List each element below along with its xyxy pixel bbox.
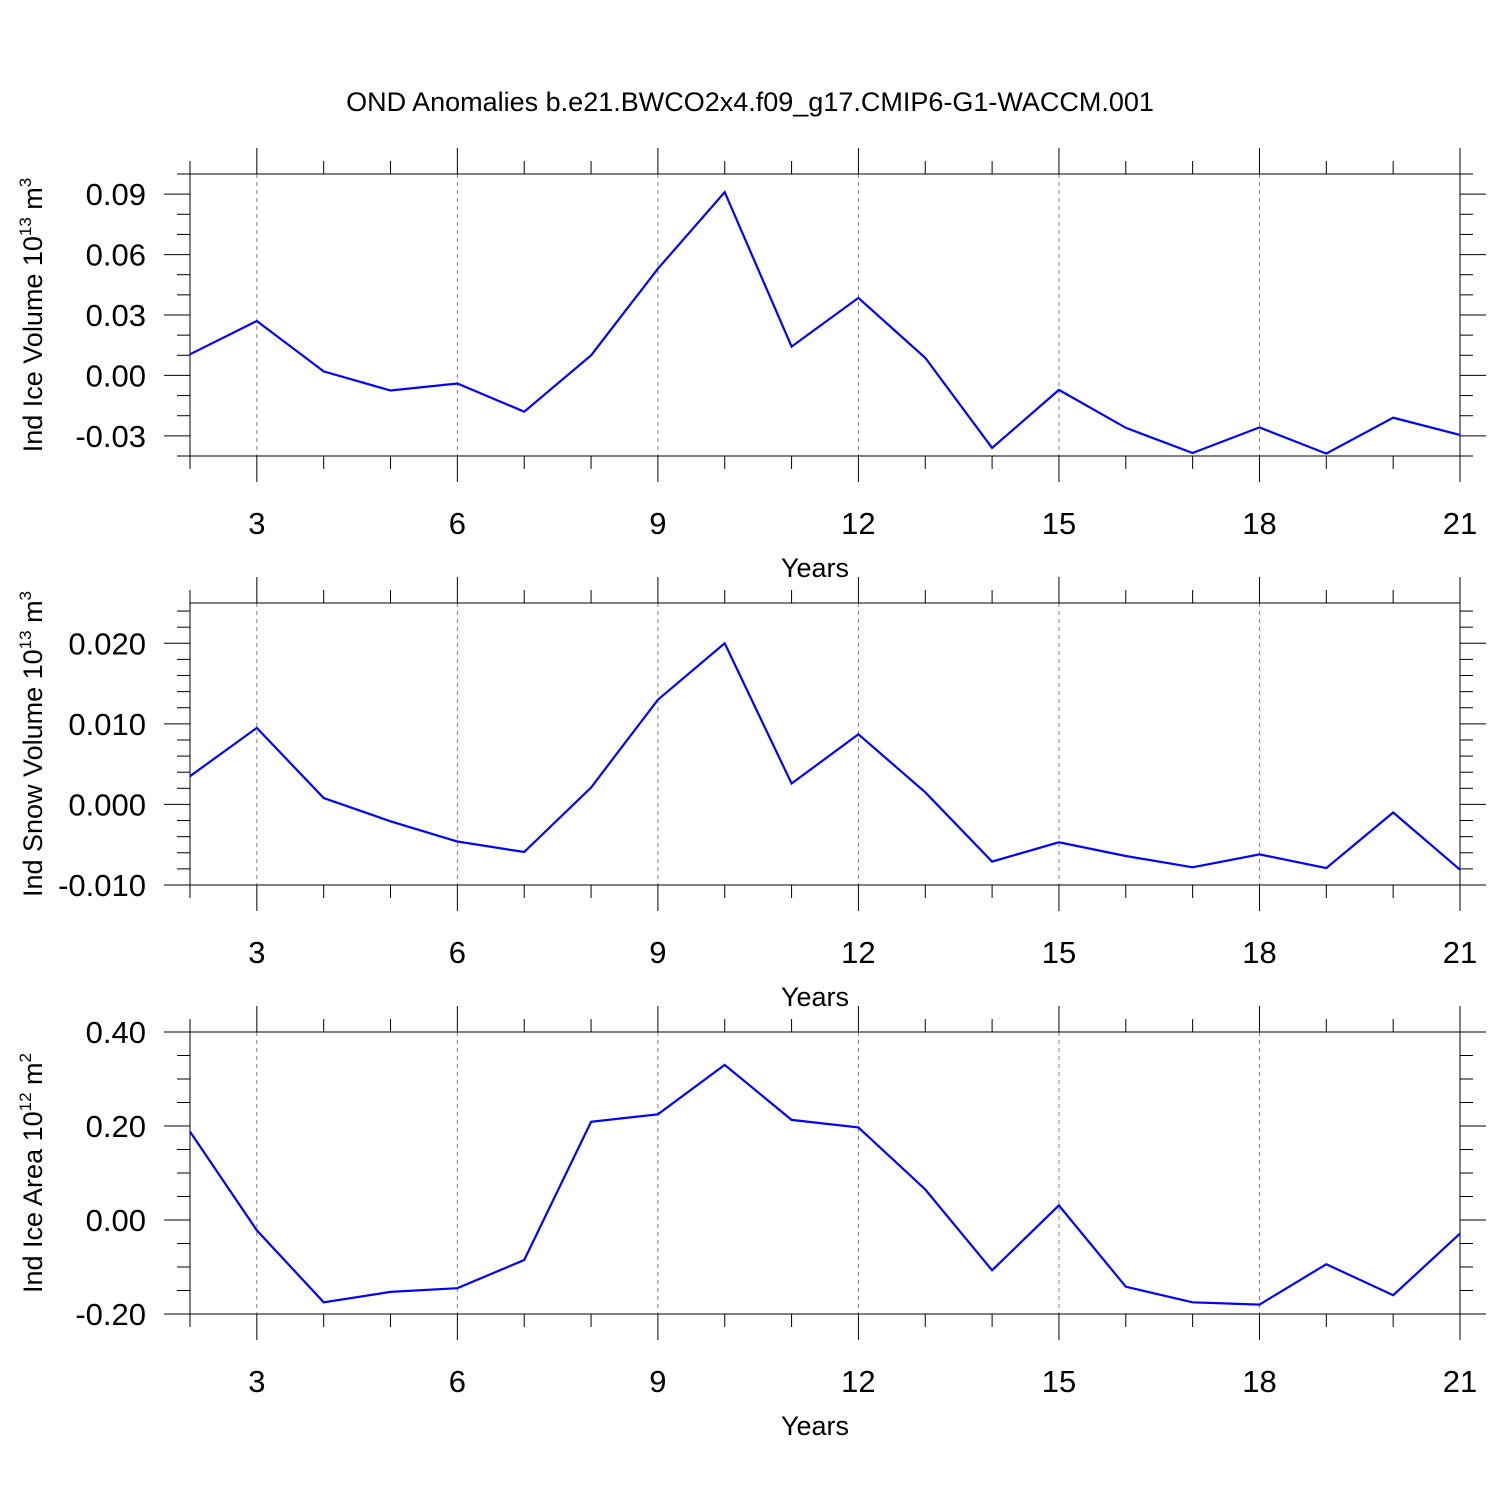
x-tick-label: 15 [1042,1364,1076,1399]
plot-frame [189,602,1461,886]
panel-2: -0.010 0.000 0.010 0.020 3 6 9 12 15 18 21 Years Ind… [16,577,1486,1012]
x-tick-label: 12 [841,1364,875,1399]
x-tick-label: 18 [1242,1364,1276,1399]
x-axis-label: Years [781,1411,849,1441]
y-axis-label-unit: m [18,600,48,630]
x-axis-label: Years [781,553,849,583]
y-axis-label-unit-exponent: 3 [16,591,35,600]
x-tick-label: 9 [649,935,666,970]
x-tick-label: 9 [649,1364,666,1399]
y-axis-label: Ind Ice Volume 1013 m3 [16,178,48,453]
y-axis-label-unit: m [18,1062,48,1092]
x-tick-label: 9 [649,506,666,541]
x-tick-label: 18 [1242,935,1276,970]
x-tick-label: 15 [1042,506,1076,541]
x-tick-label: 12 [841,506,875,541]
series-line [189,641,1461,871]
y-axis-label-exponent: 13 [16,217,35,236]
x-tick-label: 3 [248,935,265,970]
chart-panels: -0.03 0.00 0.03 0.06 0.09 3 6 9 12 15 18 21 Years Ind… [16,148,1486,1441]
y-tick-label: -0.20 [75,1297,146,1332]
y-tick-label: 0.40 [86,1015,146,1050]
y-tick-label: 0.03 [86,298,146,333]
y-axis-label-unit: m [18,187,48,217]
y-tick-label: 0.06 [86,238,146,273]
y-tick-label: -0.010 [58,868,146,903]
x-tick-label: 3 [248,1364,265,1399]
y-axis-label-exponent: 12 [16,1092,35,1111]
y-tick-label: 0.000 [68,787,146,822]
x-tick-label: 15 [1042,935,1076,970]
panel-3: -0.20 0.00 0.20 0.40 3 6 9 12 15 18 21 Years Ind Ice… [16,1006,1486,1441]
y-tick-label: 0.09 [86,177,146,212]
x-tick-label: 18 [1242,506,1276,541]
y-tick-label: -0.03 [75,419,146,454]
y-tick-label: 0.00 [86,1203,146,1238]
x-tick-label: 6 [449,935,466,970]
x-tick-label: 12 [841,935,875,970]
y-axis-label-unit-exponent: 2 [16,1053,35,1062]
x-tick-label: 6 [449,506,466,541]
series-line [189,1063,1461,1306]
y-axis-label: Ind Ice Area 1012 m2 [16,1053,48,1293]
y-tick-label: 0.020 [68,626,146,661]
x-tick-label: 21 [1443,935,1477,970]
y-tick-label: 0.010 [68,707,146,742]
series-line [189,190,1461,455]
y-tick-label: 0.00 [86,358,146,393]
chart-title: OND Anomalies b.e21.BWCO2x4.f09_g17.CMIP… [346,87,1154,117]
y-axis-label-text: Ind Ice Area 10 [18,1111,48,1293]
x-tick-label: 21 [1443,506,1477,541]
y-axis-label: Ind Snow Volume 1013 m3 [16,591,48,897]
x-axis-label: Years [781,982,849,1012]
y-axis-label-exponent: 13 [16,630,35,649]
x-tick-label: 21 [1443,1364,1477,1399]
x-tick-label: 3 [248,506,265,541]
y-axis-label-unit-exponent: 3 [16,178,35,187]
y-tick-label: 0.20 [86,1109,146,1144]
y-axis-label-text: Ind Ice Volume 10 [18,236,48,452]
panel-1: -0.03 0.00 0.03 0.06 0.09 3 6 9 12 15 18 21 Years Ind… [16,148,1486,583]
x-tick-label: 6 [449,1364,466,1399]
y-axis-label-text: Ind Snow Volume 10 [18,649,48,897]
